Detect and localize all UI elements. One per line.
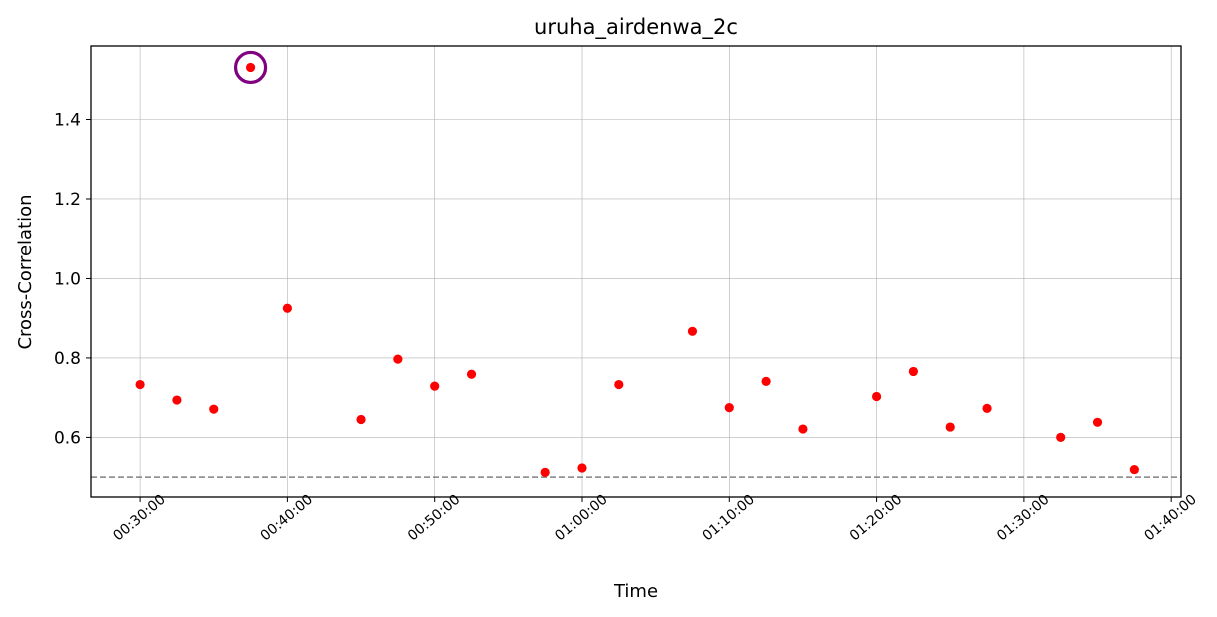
data-point <box>1092 417 1103 427</box>
y-tick-label: 1.2 <box>54 190 81 210</box>
data-point <box>577 463 587 473</box>
y-axis-label: Cross-Correlation <box>15 194 36 349</box>
chart-title: uruha_airdenwa_2c <box>534 15 738 40</box>
data-points <box>135 62 1139 477</box>
data-point <box>135 379 145 390</box>
y-tick-label: 1.4 <box>54 111 81 131</box>
data-point <box>908 366 919 377</box>
data-point <box>945 422 955 432</box>
y-tick-label: 1.0 <box>54 269 81 289</box>
highlight-ring <box>233 50 268 85</box>
data-point <box>430 381 440 391</box>
highlight-layer <box>233 50 268 85</box>
data-point <box>982 403 992 413</box>
data-point <box>871 391 882 402</box>
data-point <box>798 424 808 434</box>
data-point <box>356 414 366 425</box>
plot-frame <box>90 45 1182 498</box>
data-point <box>540 467 550 477</box>
data-point <box>245 62 256 73</box>
data-point <box>761 376 771 386</box>
data-point <box>687 326 698 336</box>
data-point <box>724 402 734 413</box>
y-tick-label: 0.6 <box>54 428 81 448</box>
data-point <box>1056 432 1066 442</box>
data-point <box>614 379 624 390</box>
data-point <box>172 395 182 405</box>
data-point <box>1129 464 1139 475</box>
grid <box>91 46 1181 497</box>
data-point <box>282 303 292 313</box>
data-point <box>466 369 477 379</box>
y-tick-label: 0.8 <box>54 349 81 369</box>
x-axis-label: Time <box>613 581 658 602</box>
data-point <box>393 354 403 364</box>
data-point <box>209 404 219 414</box>
